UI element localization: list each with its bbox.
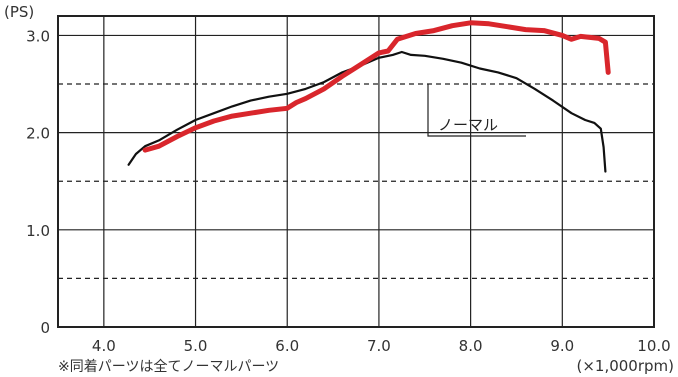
y-tick-label: 1.0 <box>26 222 50 240</box>
x-tick-label: 8.0 <box>459 337 483 355</box>
x-tick-label: 9.0 <box>550 337 574 355</box>
x-tick-label: 10.0 <box>637 337 670 355</box>
annotation-leader-line <box>427 84 526 137</box>
grid-lines <box>58 16 654 327</box>
x-tick-label: 4.0 <box>92 337 116 355</box>
y-tick-label: 3.0 <box>26 27 50 45</box>
x-tick-label: 6.0 <box>275 337 299 355</box>
y-tick-label: 2.0 <box>26 125 50 143</box>
series-lines <box>127 20 611 173</box>
x-tick-label: 7.0 <box>367 337 391 355</box>
normal-series-annotation: ノーマル <box>427 84 526 137</box>
normal-series-label: ノーマル <box>438 116 498 134</box>
x-axis-unit: (×1,000rpm) <box>576 357 674 375</box>
plot-frame <box>57 15 655 328</box>
modified-series-line <box>142 20 611 153</box>
footnote: ※同着パーツは全てノーマルパーツ <box>58 358 279 375</box>
y-tick-label: 0 <box>40 319 50 337</box>
y-axis-unit: (PS) <box>4 3 34 21</box>
normal-series-line <box>127 50 607 173</box>
tick-labels: 4.0 5.0 6.0 7.0 8.0 9.0 10.0 0 1.0 2.0 3.0 <box>26 27 671 355</box>
x-tick-label: 5.0 <box>184 337 208 355</box>
